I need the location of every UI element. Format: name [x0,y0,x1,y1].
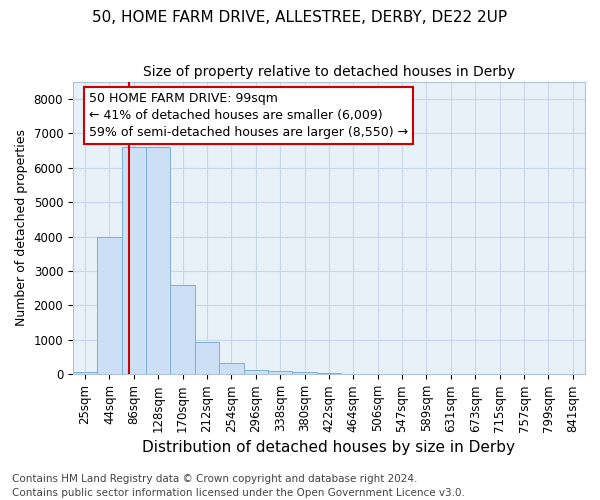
Text: 50, HOME FARM DRIVE, ALLESTREE, DERBY, DE22 2UP: 50, HOME FARM DRIVE, ALLESTREE, DERBY, D… [92,10,508,25]
Bar [97,236,122,374]
Bar [170,285,195,374]
Bar [122,147,146,374]
Text: Contains HM Land Registry data © Crown copyright and database right 2024.
Contai: Contains HM Land Registry data © Crown c… [12,474,465,498]
X-axis label: Distribution of detached houses by size in Derby: Distribution of detached houses by size … [142,440,515,455]
Bar [268,370,292,374]
Y-axis label: Number of detached properties: Number of detached properties [15,130,28,326]
Bar [146,147,170,374]
Text: 50 HOME FARM DRIVE: 99sqm
← 41% of detached houses are smaller (6,009)
59% of se: 50 HOME FARM DRIVE: 99sqm ← 41% of detac… [89,92,408,139]
Bar [195,342,219,374]
Title: Size of property relative to detached houses in Derby: Size of property relative to detached ho… [143,65,515,79]
Bar [73,372,97,374]
Bar [317,372,341,374]
Bar [219,364,244,374]
Bar [292,372,317,374]
Bar [244,370,268,374]
